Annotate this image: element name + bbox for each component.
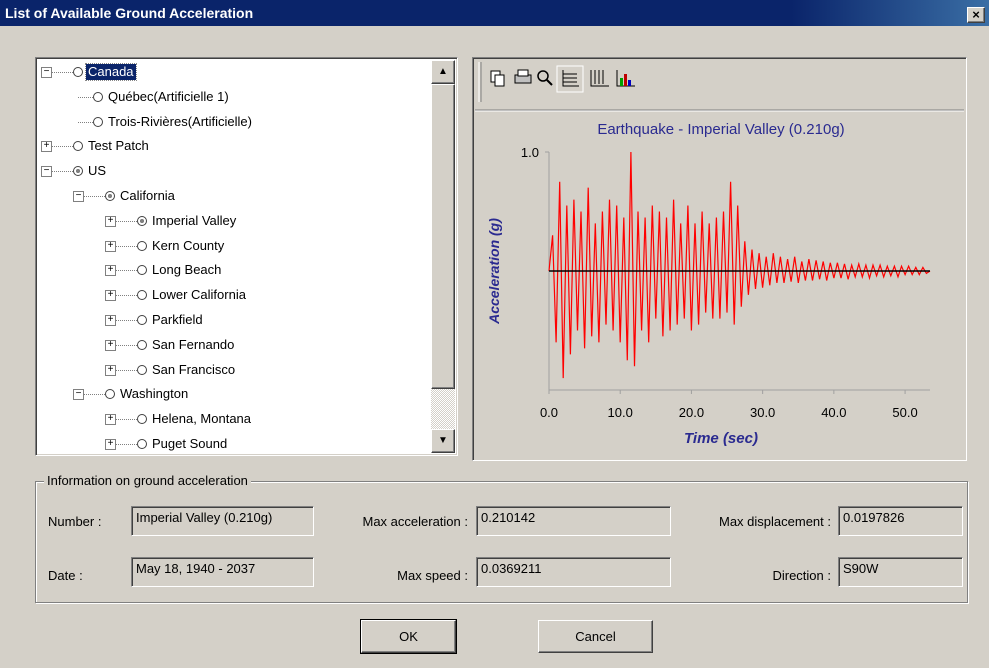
grid-h-icon[interactable] <box>557 66 583 92</box>
grid-v-icon[interactable] <box>591 70 609 86</box>
radio-icon <box>137 241 147 251</box>
tree-connector <box>115 345 137 346</box>
x-tick-label: 30.0 <box>750 405 775 420</box>
field-value: S90W <box>838 557 963 587</box>
radio-icon <box>137 414 147 424</box>
field-label: Max speed : <box>397 568 468 583</box>
tree-connector <box>115 221 137 222</box>
field-label: Number : <box>48 514 101 529</box>
radio-icon <box>137 315 147 325</box>
tree-connector <box>115 444 137 445</box>
field-value: May 18, 1940 - 2037 <box>131 557 314 587</box>
field-value: 0.0369211 <box>476 557 671 587</box>
tree-connector <box>78 122 93 123</box>
tree-item[interactable]: Helena, Montana <box>150 411 253 427</box>
tree-connector <box>115 270 137 271</box>
radio-icon <box>73 141 83 151</box>
tree-connector <box>115 370 137 371</box>
radio-icon <box>137 216 147 226</box>
close-button[interactable]: × <box>967 7 985 23</box>
radio-icon <box>137 365 147 375</box>
tree-connector <box>83 196 105 197</box>
x-axis-label: Time (sec) <box>684 430 758 447</box>
field-label: Date : <box>48 568 83 583</box>
field-label: Direction : <box>772 568 831 583</box>
tree-item[interactable]: US <box>86 163 108 179</box>
radio-icon <box>93 92 103 102</box>
info-legend: Information on ground acceleration <box>44 473 251 488</box>
x-tick-label: 50.0 <box>892 405 917 420</box>
field-value: 0.0197826 <box>838 506 963 536</box>
cancel-button[interactable]: Cancel <box>538 620 653 653</box>
zoom-icon[interactable] <box>538 71 552 85</box>
scroll-up[interactable]: ▲ <box>431 60 455 84</box>
tree-item[interactable]: San Fernando <box>150 337 236 353</box>
chart-panel: Earthquake - Imperial Valley (0.210g) Ac… <box>472 57 967 461</box>
tree-item[interactable]: Imperial Valley <box>150 213 238 229</box>
scroll-thumb[interactable] <box>431 84 455 389</box>
title-bar: List of Available Ground Acceleration × <box>0 0 989 26</box>
tree-item[interactable]: Canada <box>86 64 136 80</box>
radio-icon <box>73 67 83 77</box>
tree-connector <box>115 246 137 247</box>
tree-connector <box>115 320 137 321</box>
field-label: Max acceleration : <box>363 514 469 529</box>
tree-item[interactable]: Puget Sound <box>150 436 229 452</box>
tree-connector <box>115 419 137 420</box>
x-tick-label: 20.0 <box>679 405 704 420</box>
tree-item[interactable]: Long Beach <box>150 262 223 278</box>
tree-connector <box>51 146 73 147</box>
tree-connector <box>83 394 105 395</box>
y-axis-label: Acceleration (g) <box>486 218 502 325</box>
field-value: 0.210142 <box>476 506 671 536</box>
radio-icon <box>137 340 147 350</box>
print-icon[interactable] <box>515 70 531 83</box>
tree-connector <box>51 72 73 73</box>
tree-item[interactable]: San Francisco <box>150 362 237 378</box>
radio-icon <box>105 191 115 201</box>
tree-connector <box>78 97 93 98</box>
radio-icon <box>73 166 83 176</box>
chart-icon[interactable] <box>617 70 635 86</box>
radio-icon <box>93 117 103 127</box>
dialog: List of Available Ground Acceleration × … <box>0 0 989 668</box>
tree-connector <box>51 171 73 172</box>
radio-icon <box>137 290 147 300</box>
chart-title: Earthquake - Imperial Valley (0.210g) <box>597 121 844 138</box>
x-tick-label: 0.0 <box>540 405 558 420</box>
tree-item[interactable]: Trois-Rivières(Artificielle) <box>106 114 254 130</box>
radio-icon <box>137 265 147 275</box>
tree-connector <box>115 295 137 296</box>
chart: Earthquake - Imperial Valley (0.210g) Ac… <box>473 58 966 460</box>
x-tick-label: 10.0 <box>608 405 633 420</box>
tree-item[interactable]: Québec(Artificielle 1) <box>106 89 231 105</box>
field-value: Imperial Valley (0.210g) <box>131 506 314 536</box>
tree-item[interactable]: Parkfield <box>150 312 205 328</box>
y-tick-label: 1.0 <box>521 145 539 160</box>
scroll-down[interactable]: ▼ <box>431 429 455 453</box>
scrollbar[interactable]: ▲ ▼ <box>431 60 455 453</box>
x-tick-label: 40.0 <box>821 405 846 420</box>
field-label: Max displacement : <box>719 514 831 529</box>
signal-line <box>549 152 930 378</box>
tree-item[interactable]: Kern County <box>150 238 226 254</box>
copy-icon[interactable] <box>491 71 504 86</box>
ok-button[interactable]: OK <box>361 620 456 653</box>
tree-item[interactable]: Test Patch <box>86 138 151 154</box>
tree-item[interactable]: Lower California <box>150 287 248 303</box>
radio-icon <box>105 389 115 399</box>
window-title: List of Available Ground Acceleration <box>5 5 253 21</box>
radio-icon <box>137 439 147 449</box>
tree-item[interactable]: California <box>118 188 177 204</box>
tree-item[interactable]: Washington <box>118 386 190 402</box>
